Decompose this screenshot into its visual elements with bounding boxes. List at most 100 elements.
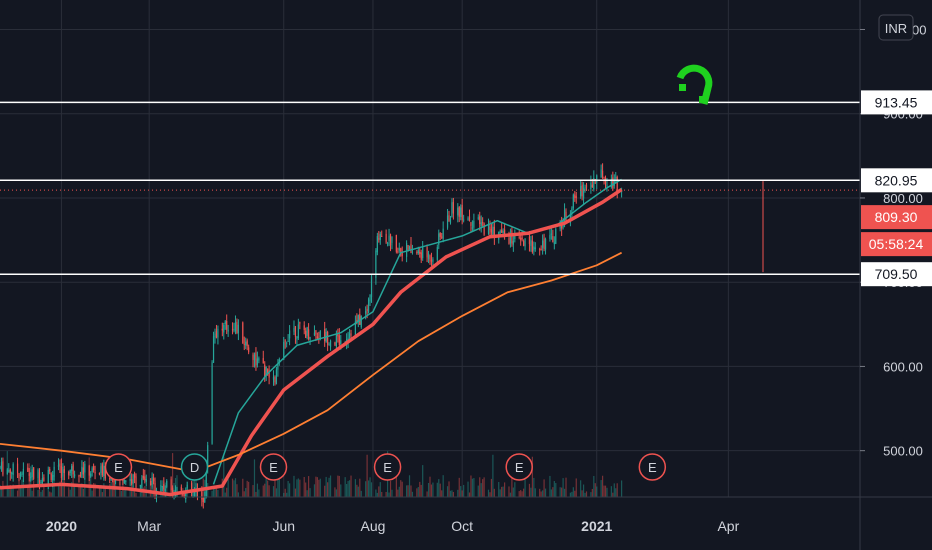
candle-body xyxy=(308,329,310,339)
volume-bar xyxy=(571,491,573,497)
volume-bar xyxy=(360,490,362,497)
volume-bar xyxy=(389,481,392,497)
candle-body xyxy=(430,260,433,262)
candle-body xyxy=(543,238,545,250)
volume-bar xyxy=(264,483,266,497)
line-price-label[interactable]: 709.50 xyxy=(861,262,932,287)
volume-bar xyxy=(561,487,563,497)
current-price-label[interactable]: 809.30 xyxy=(861,205,932,230)
volume-bar xyxy=(223,456,225,497)
time-tick-label: Apr xyxy=(717,518,739,534)
candle-body xyxy=(509,232,512,244)
volume-bar xyxy=(499,489,501,497)
volume-bar xyxy=(272,486,275,497)
volume-bar xyxy=(401,481,403,497)
event-badge[interactable]: D xyxy=(180,453,209,481)
line-price-label-bg xyxy=(861,168,932,193)
candle-body xyxy=(378,238,380,240)
candle-body xyxy=(593,177,595,190)
candle-body xyxy=(388,235,390,241)
volume-bar xyxy=(501,486,503,497)
event-badge[interactable]: E xyxy=(505,453,533,481)
volume-bar xyxy=(482,479,484,497)
volume-bar xyxy=(446,486,449,497)
volume-bar xyxy=(438,479,440,497)
volume-bar xyxy=(574,490,576,497)
event-badge[interactable]: E xyxy=(104,453,133,481)
volume-bar xyxy=(442,475,444,497)
volume-bar xyxy=(101,492,103,497)
time-tick-label: 2020 xyxy=(46,518,77,534)
volume-bar xyxy=(492,454,494,497)
candle-body xyxy=(502,230,504,233)
volume-bar xyxy=(316,477,318,497)
candle-body xyxy=(150,480,152,485)
volume-bar xyxy=(306,490,308,497)
volume-bar xyxy=(493,488,495,497)
volume-bar xyxy=(359,478,361,497)
candle-body xyxy=(542,240,544,248)
candle-body xyxy=(581,184,583,197)
currency-label: INR xyxy=(885,21,907,36)
volume-bar xyxy=(63,481,65,497)
candle-body xyxy=(432,259,434,262)
volume-bar xyxy=(426,491,428,497)
volume-bar xyxy=(508,486,510,497)
event-circle[interactable] xyxy=(104,453,133,481)
event-circle[interactable] xyxy=(373,453,402,481)
candle-body xyxy=(452,201,455,214)
candle-body xyxy=(288,330,291,339)
volume-bar xyxy=(550,489,552,497)
candle-body xyxy=(436,247,438,260)
volume-bar xyxy=(252,485,254,497)
volume-bar xyxy=(483,477,485,497)
line-price-label[interactable]: 913.45 xyxy=(861,90,932,115)
volume-bar xyxy=(511,476,513,497)
event-badge[interactable]: E xyxy=(259,453,288,481)
volume-bar xyxy=(255,491,257,497)
candle-body xyxy=(400,248,402,252)
volume-bar xyxy=(27,487,29,497)
event-circle[interactable] xyxy=(638,453,667,481)
volume-bar xyxy=(552,487,554,497)
candle-body xyxy=(202,497,204,503)
event-circle[interactable] xyxy=(259,453,288,481)
volume-bar xyxy=(467,481,469,497)
volume-bar xyxy=(503,482,506,497)
candle-body xyxy=(152,478,155,482)
event-circle[interactable] xyxy=(180,453,209,481)
candle-body xyxy=(530,239,532,246)
candle-body xyxy=(385,233,387,243)
candle-body xyxy=(60,465,63,478)
candle-body xyxy=(63,469,65,474)
candle-body xyxy=(131,479,133,484)
price-axis-labels: 913.45 820.95 709.50 809.30 05:58:24 xyxy=(861,90,932,287)
event-badge[interactable]: E xyxy=(373,453,402,481)
candle-body xyxy=(201,491,203,500)
candle-body xyxy=(616,176,618,193)
candle-body xyxy=(356,319,358,323)
candle-body xyxy=(252,354,254,360)
volume-bar xyxy=(502,486,504,497)
currency-button[interactable]: INR xyxy=(878,14,914,41)
chart-grid xyxy=(0,0,860,497)
volume-bar xyxy=(125,487,127,497)
candle-body xyxy=(590,182,592,189)
event-circle[interactable] xyxy=(505,453,533,481)
candle-body xyxy=(426,247,428,258)
countdown-label[interactable]: 05:58:24 xyxy=(861,232,932,257)
candle-body xyxy=(62,466,64,477)
horizontal-price-lines[interactable] xyxy=(0,101,860,275)
event-badge[interactable]: E xyxy=(638,453,667,481)
candle-body xyxy=(2,461,4,475)
candle-body xyxy=(9,469,11,474)
candle-body xyxy=(606,184,608,186)
candle-body xyxy=(580,186,582,197)
line-price-label[interactable]: 820.95 xyxy=(861,168,932,193)
volume-bar xyxy=(73,485,76,497)
candle-body xyxy=(350,333,352,336)
candle-body xyxy=(503,229,506,237)
volume-bar xyxy=(268,485,270,497)
